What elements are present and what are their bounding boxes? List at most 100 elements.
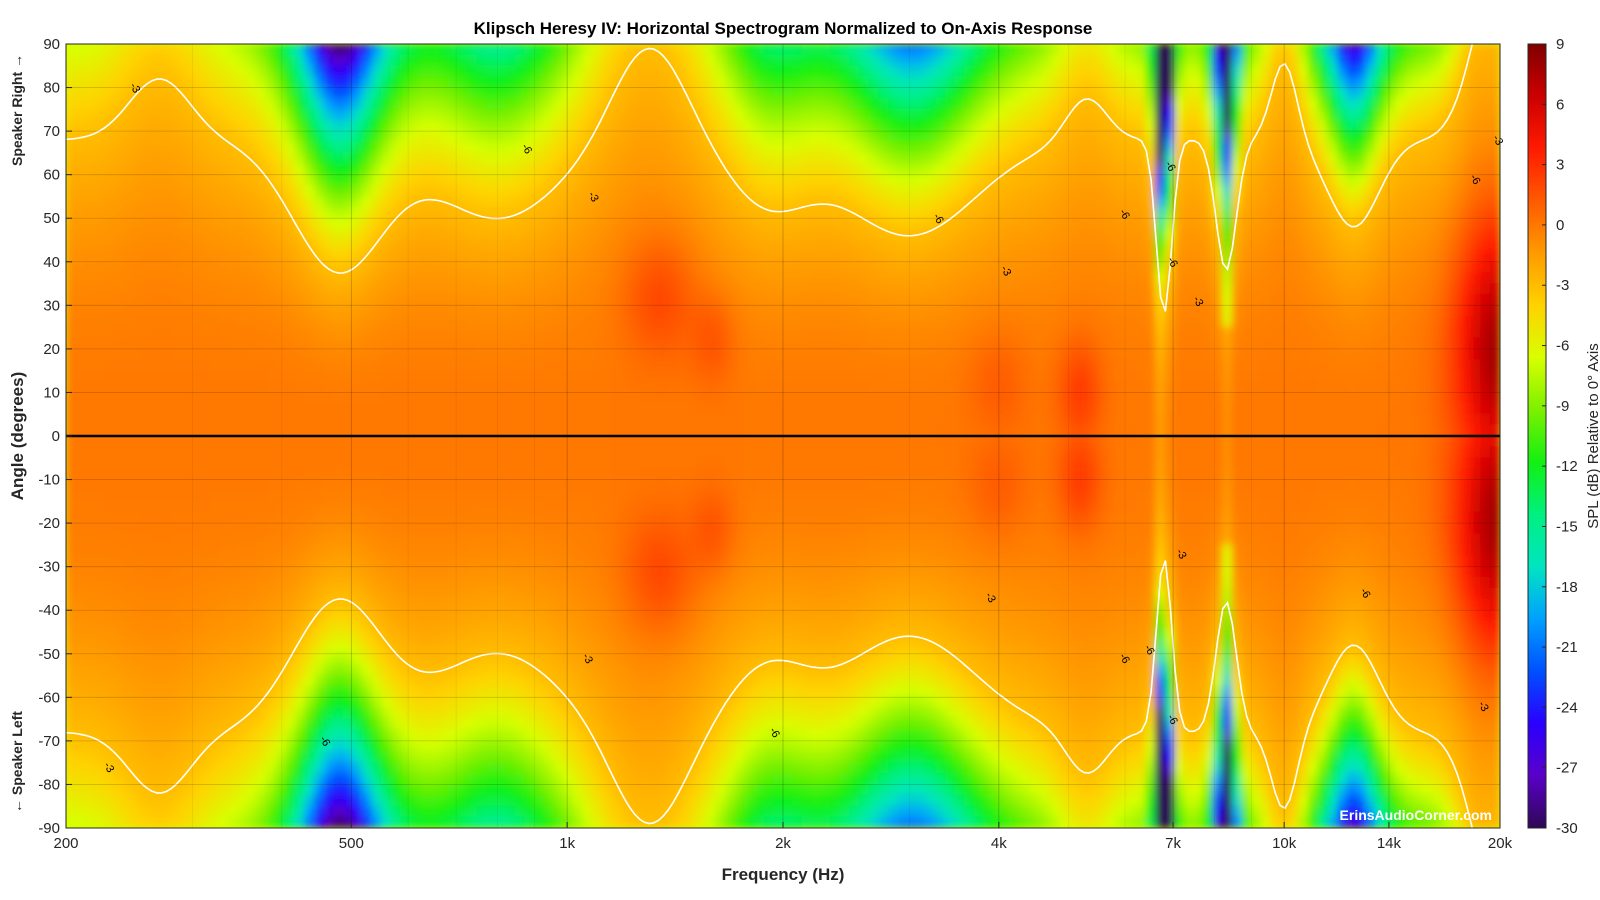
heatmap-cell bbox=[66, 805, 77, 818]
heatmap-cell bbox=[486, 424, 497, 437]
heatmap-cell bbox=[256, 707, 268, 720]
heatmap-cell bbox=[113, 239, 124, 252]
heatmap-cell bbox=[199, 206, 210, 219]
heatmap-cell bbox=[419, 283, 430, 295]
heatmap-cell bbox=[352, 348, 363, 361]
heatmap-cell bbox=[256, 381, 268, 393]
heatmap-cell bbox=[639, 468, 650, 481]
heatmap-cell bbox=[352, 751, 363, 764]
heatmap-cell bbox=[275, 163, 287, 176]
heatmap-cell bbox=[600, 97, 612, 110]
heatmap-cell bbox=[591, 119, 602, 132]
heatmap-cell bbox=[285, 816, 296, 828]
heatmap-cell bbox=[572, 141, 583, 154]
heatmap-cell bbox=[161, 609, 172, 622]
heatmap-cell bbox=[562, 228, 574, 241]
heatmap-cell bbox=[486, 685, 497, 698]
heatmap-cell bbox=[696, 544, 708, 557]
heatmap-cell bbox=[180, 794, 191, 807]
heatmap-cell bbox=[342, 54, 354, 67]
heatmap-cell bbox=[352, 794, 363, 807]
heatmap-cell bbox=[572, 707, 583, 720]
heatmap-cell bbox=[457, 805, 469, 818]
heatmap-cell bbox=[533, 370, 545, 383]
heatmap-cell bbox=[696, 163, 708, 176]
heatmap-cell bbox=[629, 500, 641, 513]
heatmap-cell bbox=[639, 653, 650, 666]
heatmap-cell bbox=[333, 468, 344, 481]
heatmap-cell bbox=[199, 587, 210, 600]
heatmap-cell bbox=[514, 359, 526, 372]
heatmap-cell bbox=[266, 272, 277, 285]
heatmap-cell bbox=[122, 272, 134, 285]
heatmap-cell bbox=[275, 130, 287, 143]
heatmap-cell bbox=[228, 163, 239, 176]
heatmap-cell bbox=[419, 381, 430, 393]
heatmap-cell bbox=[380, 609, 392, 622]
heatmap-cell bbox=[390, 370, 402, 383]
heatmap-cell bbox=[352, 587, 363, 600]
heatmap-cell bbox=[591, 130, 602, 143]
heatmap-cell bbox=[266, 533, 277, 546]
heatmap-cell bbox=[323, 87, 335, 99]
heatmap-cell bbox=[543, 718, 555, 731]
heatmap-cell bbox=[361, 370, 373, 383]
heatmap-cell bbox=[648, 381, 660, 393]
heatmap-cell bbox=[237, 435, 249, 448]
heatmap-cell bbox=[218, 141, 230, 154]
heatmap-cell bbox=[524, 185, 535, 197]
heatmap-cell bbox=[419, 370, 430, 383]
heatmap-cell bbox=[208, 631, 220, 644]
heatmap-cell bbox=[141, 206, 153, 219]
heatmap-cell bbox=[667, 555, 679, 568]
heatmap-cell bbox=[113, 653, 124, 666]
heatmap-cell bbox=[533, 685, 545, 698]
heatmap-cell bbox=[75, 174, 86, 187]
heatmap-cell bbox=[658, 457, 669, 470]
heatmap-cell bbox=[447, 457, 459, 470]
heatmap-cell bbox=[294, 272, 306, 285]
heatmap-cell bbox=[639, 587, 650, 600]
heatmap-cell bbox=[266, 130, 277, 143]
heatmap-cell bbox=[333, 402, 344, 415]
heatmap-cell bbox=[84, 315, 96, 328]
heatmap-cell bbox=[648, 54, 660, 67]
heatmap-cell bbox=[380, 293, 392, 306]
heatmap-cell bbox=[629, 675, 641, 687]
heatmap-cell bbox=[438, 239, 449, 252]
heatmap-cell bbox=[543, 283, 555, 295]
heatmap-cell bbox=[553, 206, 564, 219]
heatmap-cell bbox=[610, 522, 621, 535]
heatmap-cell bbox=[342, 206, 354, 219]
heatmap-cell bbox=[438, 751, 449, 764]
heatmap-cell bbox=[457, 76, 469, 89]
heatmap-cell bbox=[380, 65, 392, 78]
heatmap-cell bbox=[132, 544, 143, 557]
heatmap-cell bbox=[170, 446, 182, 459]
heatmap-cell bbox=[208, 566, 220, 579]
heatmap-cell bbox=[706, 54, 717, 67]
heatmap-cell bbox=[686, 762, 698, 775]
heatmap-cell bbox=[323, 631, 335, 644]
heatmap-cell bbox=[600, 685, 612, 698]
heatmap-cell bbox=[228, 272, 239, 285]
heatmap-cell bbox=[94, 391, 105, 404]
heatmap-cell bbox=[648, 359, 660, 372]
heatmap-cell bbox=[218, 620, 230, 633]
heatmap-cell bbox=[476, 816, 488, 828]
heatmap-cell bbox=[285, 718, 296, 731]
heatmap-cell bbox=[294, 457, 306, 470]
heatmap-cell bbox=[151, 370, 163, 383]
heatmap-cell bbox=[562, 500, 574, 513]
heatmap-cell bbox=[543, 250, 555, 263]
heatmap-cell bbox=[380, 631, 392, 644]
heatmap-cell bbox=[314, 631, 325, 644]
heatmap-cell bbox=[495, 631, 507, 644]
heatmap-cell bbox=[553, 413, 564, 426]
heatmap-cell bbox=[352, 391, 363, 404]
heatmap-cell bbox=[208, 762, 220, 775]
heatmap-cell bbox=[294, 250, 306, 263]
heatmap-cell bbox=[333, 718, 344, 731]
heatmap-cell bbox=[648, 707, 660, 720]
heatmap-cell bbox=[314, 54, 325, 67]
